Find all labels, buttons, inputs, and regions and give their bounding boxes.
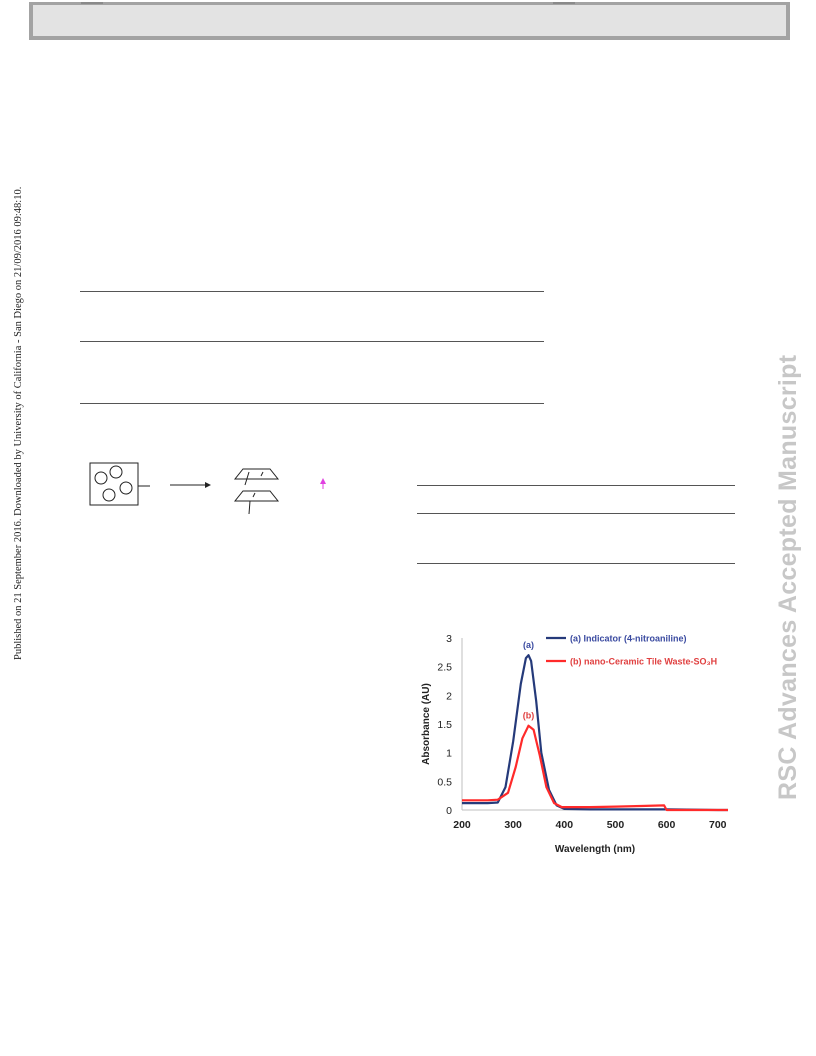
x-tick-label: 600 [658, 819, 676, 831]
table2-rule-bottom [417, 563, 735, 564]
x-tick-label: 200 [453, 819, 471, 831]
x-axis-title: Wavelength (nm) [555, 844, 635, 855]
layered-sheets-icon [233, 468, 280, 515]
x-tick-label: 500 [607, 819, 625, 831]
journal-watermark-text: RSC Advances Accepted Manuscript [774, 354, 802, 800]
publication-notice-text: Published on 21 September 2016. Download… [13, 186, 24, 660]
y-axis-title: Absorbance (AU) [421, 683, 432, 765]
reaction-arrow-icon [170, 482, 211, 488]
chart-axes: 0 0.5 1 1.5 2 2.5 3 200 300 400 500 600 700 Wavelengt… [421, 633, 728, 855]
marker-arrow-icon [320, 478, 326, 489]
y-tick-label: 0.5 [437, 776, 452, 788]
series-b-line [462, 724, 728, 812]
header-tick [81, 2, 103, 4]
uv-vis-chart: 0 0.5 1 1.5 2 2.5 3 200 300 400 500 600 700 Wavelengt… [415, 610, 735, 860]
particle-box-icon [89, 462, 150, 506]
chart-labels-layer: (a) (b) (a) Indicator (4-nitroaniline) (b) … [523, 634, 717, 721]
series-a-line [462, 654, 728, 812]
y-tick-label: 1.5 [437, 719, 452, 731]
table2-rule-middle [417, 513, 735, 514]
y-tick-label: 2.5 [437, 662, 452, 674]
chart-series-layer [462, 654, 728, 812]
legend-label-a: (a) Indicator (4-nitroaniline) [570, 634, 687, 644]
table-rule-bottom [80, 403, 544, 404]
y-tick-label: 3 [446, 633, 452, 645]
y-tick-label: 2 [446, 690, 452, 702]
legend-label-b: (b) nano-Ceramic Tile Waste-SO₃H [570, 657, 717, 667]
y-tick-label: 0 [446, 805, 452, 817]
y-tick-label: 1 [446, 748, 452, 760]
x-tick-label: 700 [709, 819, 727, 831]
x-tick-label: 300 [504, 819, 522, 831]
header-bar [29, 2, 790, 40]
peak-label-b: (b) [523, 711, 535, 721]
peak-label-a: (a) [523, 640, 534, 650]
header-tick [553, 2, 575, 4]
x-tick-label: 400 [556, 819, 574, 831]
table-rule-middle [80, 341, 544, 342]
reaction-scheme [85, 455, 345, 525]
table2-rule-top [417, 485, 735, 486]
table-rule-top [80, 291, 544, 292]
chart-svg: 0 0.5 1 1.5 2 2.5 3 200 300 400 500 600 700 Wavelengt… [421, 633, 728, 855]
